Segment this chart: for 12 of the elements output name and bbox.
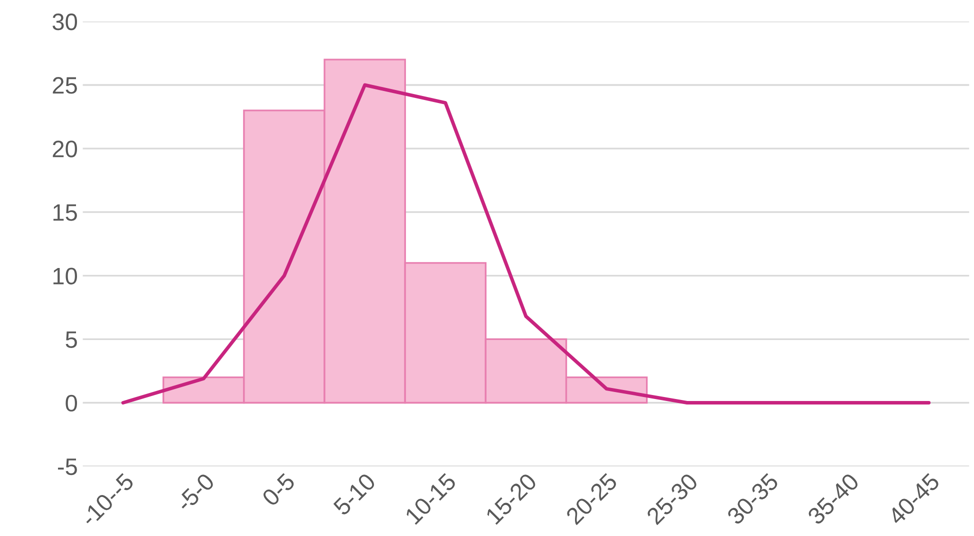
y-tick-label: 25: [52, 77, 77, 94]
y-tick-label: 10: [53, 268, 78, 284]
y-tick-label: 30: [52, 14, 78, 30]
x-tick-label: 0-5: [261, 472, 296, 507]
y-tick-label: 5: [66, 332, 77, 348]
y-tick-label: 0: [66, 394, 78, 412]
x-tick-label: -5-0: [175, 472, 216, 512]
x-tick-label: 5-10: [332, 472, 376, 516]
y-tick-label: 15: [53, 204, 77, 221]
y-tick-label: 20: [52, 140, 78, 158]
y-tick-label: -5: [58, 458, 77, 476]
line-series: [121, 83, 931, 404]
